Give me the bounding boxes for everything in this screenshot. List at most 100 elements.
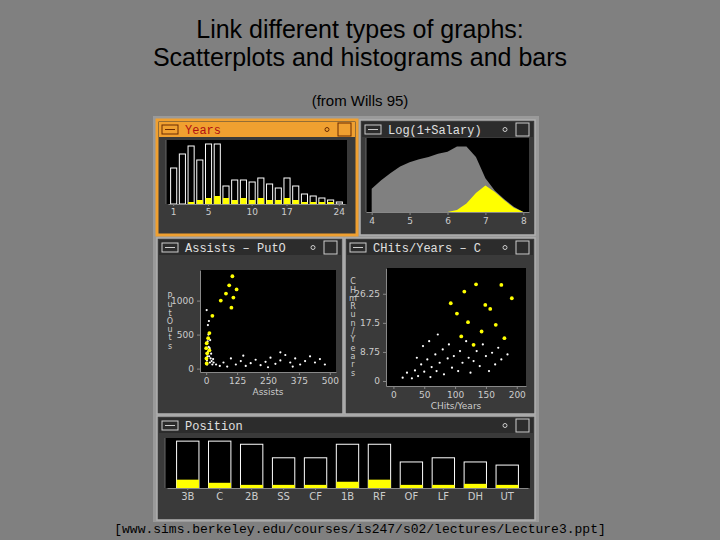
point	[255, 359, 257, 361]
plot-background	[366, 138, 529, 212]
tick-mark	[424, 386, 425, 389]
panel-frame	[345, 238, 535, 414]
point	[434, 353, 436, 355]
point	[205, 351, 209, 355]
tick-label: OF	[405, 491, 419, 502]
tick-mark	[410, 212, 411, 215]
tick-mark	[251, 488, 252, 490]
tick-label: 0	[188, 364, 194, 374]
bar-total	[223, 186, 229, 204]
tick: DH	[468, 488, 483, 502]
tick-mark	[383, 381, 386, 382]
point	[506, 353, 508, 355]
point	[461, 362, 463, 364]
tick-label: 5	[206, 207, 212, 217]
tick: 26.25	[354, 289, 386, 299]
bar-total	[209, 441, 231, 488]
point	[240, 360, 242, 362]
tick: 3B	[181, 488, 194, 502]
point	[465, 340, 467, 342]
tick: 2B	[245, 488, 258, 502]
tick: 0	[188, 364, 200, 374]
tick-label: RF	[373, 491, 386, 502]
plot-background	[165, 438, 530, 488]
tick-label: 7	[483, 216, 489, 226]
bar-total	[310, 196, 316, 204]
bar-selected	[336, 204, 342, 205]
tick-label: 6	[445, 216, 451, 226]
bar-selected	[214, 196, 220, 204]
tick-mark	[507, 488, 508, 490]
point	[242, 355, 244, 357]
tick-label: 0	[391, 390, 397, 400]
point	[205, 362, 209, 366]
tick-mark	[173, 204, 174, 206]
tick-mark	[523, 212, 524, 215]
tick-label: 100	[447, 390, 464, 400]
bar-selected	[301, 202, 307, 204]
point	[230, 274, 234, 278]
tick-label: C	[216, 491, 223, 502]
bar-selected	[209, 483, 231, 488]
point	[219, 365, 221, 367]
bar-selected	[223, 198, 229, 204]
y-axis-line	[166, 140, 167, 204]
bar-total	[284, 178, 290, 204]
plot-background	[200, 270, 336, 372]
x-axis-title: CHits/Years	[431, 401, 482, 411]
axis-line	[386, 269, 387, 387]
menu-icon	[165, 247, 175, 248]
panel: Years15101724	[157, 120, 357, 235]
tick-label: 26.25	[354, 289, 380, 299]
panel-frame	[360, 120, 535, 235]
tick: 0	[391, 386, 397, 400]
tick: LF	[438, 488, 450, 502]
slide-title: Link different types of graphs:	[196, 15, 524, 43]
axis-line	[387, 386, 527, 387]
tick: 50	[419, 386, 431, 400]
dot-button	[503, 424, 507, 428]
point	[208, 320, 210, 322]
tick: 500	[177, 330, 200, 340]
source: [www.sims.berkeley.edu/courses/is247/s02…	[114, 522, 605, 537]
point	[480, 330, 484, 334]
marks	[177, 441, 519, 488]
menu-icon	[165, 425, 175, 426]
axis-line	[169, 204, 346, 205]
point	[455, 312, 459, 316]
x-axis: 45678	[367, 212, 530, 226]
x-axis-title: Assists	[253, 387, 284, 397]
point	[451, 367, 453, 369]
point	[230, 306, 234, 310]
bar-total	[197, 160, 203, 204]
point	[503, 336, 507, 340]
tick: 5	[407, 212, 413, 226]
tick-label: 125	[229, 376, 246, 386]
resize-button	[516, 241, 529, 254]
point	[417, 375, 419, 377]
panel: CHits/Years – C05010015020008.7517.526.2…	[345, 238, 535, 414]
panel-title: Position	[185, 420, 243, 434]
point	[208, 355, 210, 357]
point	[411, 377, 413, 379]
menu-button	[162, 421, 178, 430]
bar-total	[400, 462, 422, 488]
point	[279, 351, 281, 353]
title-bar	[159, 122, 355, 137]
point	[207, 331, 211, 335]
tick-label: 2B	[245, 491, 258, 502]
bar-selected	[240, 198, 246, 204]
panel-frame	[157, 120, 357, 235]
tick-label: 17.5	[360, 318, 380, 328]
tick: 100	[447, 386, 464, 400]
tick-label: 1000	[171, 296, 194, 306]
point	[219, 299, 223, 303]
tick: 125	[229, 372, 246, 386]
point	[500, 358, 502, 360]
point	[420, 363, 422, 365]
point	[423, 371, 425, 373]
point	[279, 359, 281, 361]
bar-total	[301, 194, 307, 204]
tick-mark	[197, 369, 200, 370]
point	[422, 345, 424, 347]
